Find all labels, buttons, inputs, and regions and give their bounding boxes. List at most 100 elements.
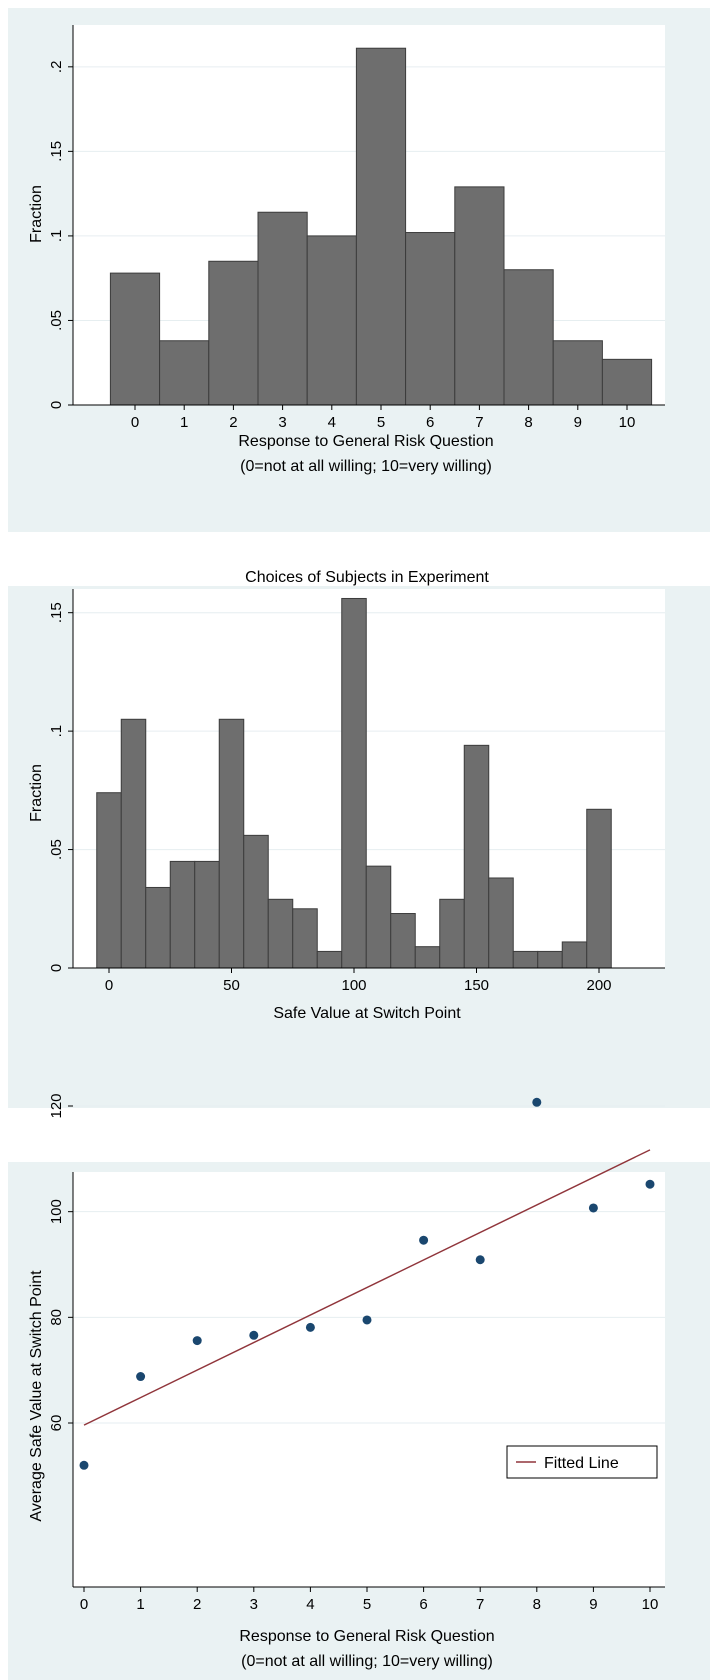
x-tick-label: 1 <box>136 1596 144 1613</box>
histogram-bar <box>488 877 514 969</box>
histogram-switch-point-chart: Safe Value at Switch Point Fraction Choi… <box>28 569 665 1022</box>
histogram-bar <box>552 340 603 406</box>
histogram-bar <box>463 744 490 969</box>
x-axis-sublabel: (0=not at all willing; 10=very willing) <box>241 1653 493 1670</box>
x-tick-label: 3 <box>278 414 286 431</box>
x-tick-label: 0 <box>105 977 113 994</box>
x-tick-label: 6 <box>419 1596 427 1613</box>
data-point <box>249 1330 259 1340</box>
histogram-bar <box>341 597 367 969</box>
histogram-risk-question-chart: Response to General Risk Question (0=not… <box>28 25 665 475</box>
y-tick-label: .05 <box>48 839 65 860</box>
histogram-bar <box>503 269 554 406</box>
y-tick-label: .05 <box>48 310 65 331</box>
y-axis-label: Average Safe Value at Switch Point <box>28 1270 45 1522</box>
histogram-bar <box>109 272 161 406</box>
y-tick-label: 0 <box>48 401 65 409</box>
x-tick-label: 5 <box>363 1596 371 1613</box>
y-axis-label: Fraction <box>28 185 45 243</box>
y-tick-label: .1 <box>48 725 65 738</box>
fitted-line <box>83 1149 651 1426</box>
histogram-bar <box>390 913 416 969</box>
histogram-bar <box>601 358 653 406</box>
x-tick-label: 8 <box>524 414 532 431</box>
x-tick-label: 2 <box>193 1596 201 1613</box>
y-tick-label: 60 <box>48 1415 65 1432</box>
histogram-bar <box>194 860 220 969</box>
histogram-bar <box>316 950 343 969</box>
x-axis-label: Safe Value at Switch Point <box>273 1005 461 1022</box>
y-tick-label: 0 <box>48 964 65 972</box>
x-tick-label: 8 <box>533 1596 541 1613</box>
x-axis-label: Response to General Risk Question <box>239 1628 494 1645</box>
histogram-bar <box>96 792 122 969</box>
x-tick-label: 0 <box>131 414 139 431</box>
histogram-bar <box>257 211 308 406</box>
histogram-bar <box>414 946 441 969</box>
x-tick-label: 3 <box>250 1596 258 1613</box>
x-tick-label: 2 <box>229 414 237 431</box>
y-tick-label: .15 <box>48 141 65 162</box>
x-tick-label: 6 <box>426 414 434 431</box>
data-point <box>532 1097 542 1107</box>
histogram-bar <box>306 235 357 406</box>
histogram-bar <box>355 47 407 406</box>
data-point <box>79 1460 89 1470</box>
x-tick-label: 0 <box>80 1596 88 1613</box>
y-tick-label: 80 <box>48 1309 65 1326</box>
x-tick-label: 10 <box>642 1596 659 1613</box>
histogram-bar <box>365 865 392 969</box>
x-tick-label: 200 <box>586 977 611 994</box>
x-tick-label: 150 <box>464 977 489 994</box>
histogram-bar <box>439 898 465 969</box>
x-tick-label: 7 <box>476 1596 484 1613</box>
y-tick-label: 120 <box>48 1093 65 1118</box>
x-tick-label: 4 <box>328 414 336 431</box>
scatter-panel: Response to General Risk Question (0=not… <box>8 1093 710 1680</box>
x-axis-label: Response to General Risk Question <box>238 433 493 450</box>
x-tick-label: 1 <box>180 414 188 431</box>
y-tick-label: .1 <box>48 230 65 243</box>
histogram-bar <box>169 860 196 969</box>
histogram-bar <box>537 950 563 969</box>
x-tick-label: 50 <box>223 977 240 994</box>
histogram-bar <box>208 260 259 406</box>
data-point <box>588 1203 598 1213</box>
histogram-bar <box>561 941 588 969</box>
x-tick-label: 9 <box>589 1596 597 1613</box>
histogram-bar <box>159 340 210 406</box>
histogram-bar <box>243 834 269 969</box>
data-point <box>362 1315 372 1325</box>
scatter-fitted-line-chart: Response to General Risk Question (0=not… <box>28 1093 665 1670</box>
histogram-bar <box>145 886 171 969</box>
x-tick-label: 5 <box>377 414 385 431</box>
histogram-switch-point-panel: Safe Value at Switch Point Fraction Choi… <box>8 569 710 1108</box>
x-tick-label: 9 <box>574 414 582 431</box>
data-point <box>305 1322 315 1332</box>
data-point <box>136 1372 146 1382</box>
x-tick-label: 4 <box>306 1596 314 1613</box>
y-tick-label: 100 <box>48 1199 65 1224</box>
plot-area <box>73 1172 665 1587</box>
histogram-bar <box>512 950 539 969</box>
data-point <box>475 1255 485 1265</box>
histogram-bar <box>267 898 294 969</box>
histogram-bar <box>586 808 612 969</box>
histogram-bar <box>120 718 147 969</box>
histogram-bar <box>454 186 505 406</box>
y-tick-label: .15 <box>48 602 65 623</box>
chart-title: Choices of Subjects in Experiment <box>245 569 489 586</box>
y-tick-label: .2 <box>48 61 65 74</box>
x-axis-sublabel: (0=not at all willing; 10=very willing) <box>240 458 492 475</box>
data-point <box>419 1235 429 1245</box>
x-tick-label: 100 <box>341 977 366 994</box>
data-point <box>645 1179 655 1189</box>
data-point <box>192 1336 202 1346</box>
histogram-bar <box>218 718 245 969</box>
y-axis-label: Fraction <box>28 764 45 822</box>
x-tick-label: 7 <box>475 414 483 431</box>
histogram-risk-question-panel: Response to General Risk Question (0=not… <box>8 8 710 532</box>
legend-label: Fitted Line <box>544 1455 619 1472</box>
histogram-bar <box>405 232 456 406</box>
histogram-bar <box>292 908 318 969</box>
